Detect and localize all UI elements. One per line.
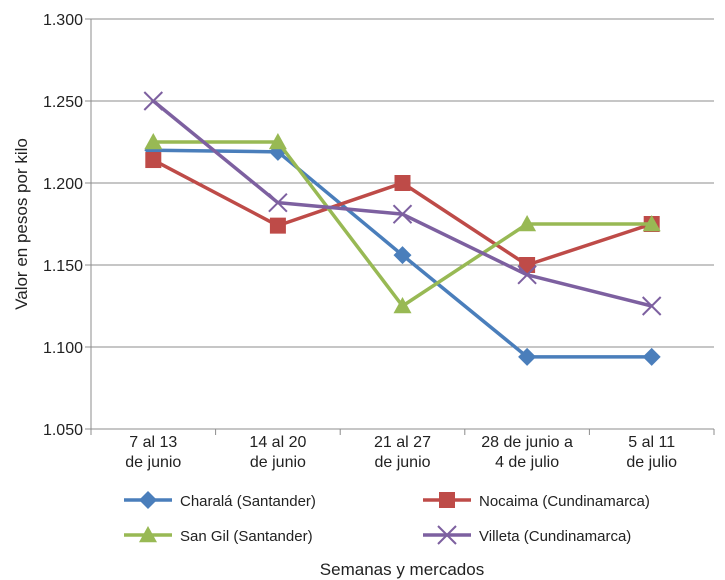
legend-label: Nocaima (Cundinamarca) — [479, 493, 650, 510]
data-point — [642, 347, 661, 366]
legend-label: Charalá (Santander) — [180, 493, 316, 510]
data-point — [437, 525, 457, 545]
data-point — [392, 204, 413, 224]
legend: Charalá (Santander) Nocaima (Cundinamarca… — [124, 491, 650, 545]
data-point — [439, 492, 455, 508]
y-tick-label: 1.050 — [43, 422, 83, 439]
data-point — [139, 526, 157, 543]
data-point — [268, 133, 287, 150]
legend-label: San Gil (Santander) — [180, 528, 313, 545]
data-point — [393, 246, 412, 265]
x-tick-labels: 7 al 13 de junio 14 al 20 de junio 21 al 27 d… — [90, 429, 715, 471]
series-line — [153, 140, 652, 308]
x-tick-label: 21 al 27 de junio — [374, 434, 431, 471]
data-point — [518, 347, 537, 366]
data-point — [144, 133, 163, 150]
y-tick-label: 1.200 — [43, 176, 83, 193]
legend-item: Villeta (Cundinamarca) — [423, 525, 631, 545]
data-point — [518, 215, 537, 232]
legend-item: Nocaima (Cundinamarca) — [423, 492, 650, 510]
y-tick-labels: 1.050 1.100 1.150 1.200 1.250 1.300 — [43, 12, 83, 439]
series-line — [152, 99, 653, 308]
data-point — [394, 175, 411, 191]
legend-item: San Gil (Santander) — [124, 526, 313, 545]
data-point — [268, 192, 288, 213]
data-point — [393, 297, 412, 314]
y-tick-label: 1.300 — [43, 12, 83, 29]
y-tick-label: 1.250 — [43, 94, 83, 111]
legend-label: Villeta (Cundinamarca) — [479, 528, 631, 545]
series — [143, 91, 662, 316]
x-tick-label: 5 al 11 de julio — [626, 434, 677, 471]
y-tick-label: 1.100 — [43, 340, 83, 357]
data-point — [145, 152, 162, 169]
data-point — [139, 491, 157, 509]
data-point — [143, 91, 164, 111]
data-point — [641, 296, 662, 316]
axes — [90, 19, 714, 430]
series-group — [143, 91, 662, 366]
data-point — [642, 215, 661, 232]
y-tick-label: 1.150 — [43, 258, 83, 275]
x-axis-label: Semanas y mercados — [320, 560, 484, 579]
data-point — [517, 265, 537, 285]
x-tick-label: 7 al 13 de junio — [125, 434, 181, 471]
series — [144, 141, 661, 366]
legend-item: Charalá (Santander) — [124, 491, 316, 510]
data-point — [519, 257, 536, 273]
x-tick-label: 14 al 20 de junio — [249, 434, 306, 471]
series — [144, 133, 661, 314]
data-point — [269, 217, 286, 234]
y-axis-label: Valor en pesos por kilo — [12, 138, 31, 310]
